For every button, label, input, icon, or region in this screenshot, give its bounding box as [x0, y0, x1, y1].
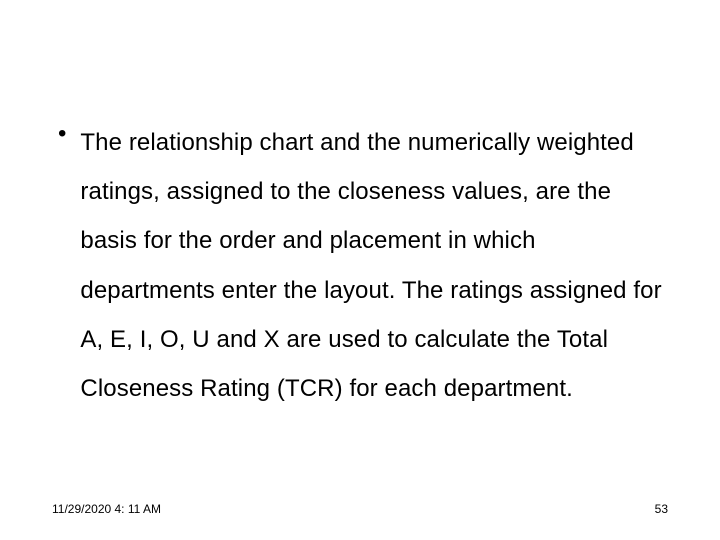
- bullet-text: The relationship chart and the numerical…: [80, 118, 672, 413]
- footer-page-number: 53: [655, 502, 668, 516]
- bullet-marker: •: [58, 120, 66, 149]
- footer-date: 11/29/2020 4: 11 AM: [52, 502, 161, 516]
- slide-footer: 11/29/2020 4: 11 AM 53: [52, 502, 668, 516]
- bullet-item: • The relationship chart and the numeric…: [58, 118, 672, 413]
- slide: • The relationship chart and the numeric…: [0, 0, 720, 540]
- slide-content: • The relationship chart and the numeric…: [58, 118, 672, 413]
